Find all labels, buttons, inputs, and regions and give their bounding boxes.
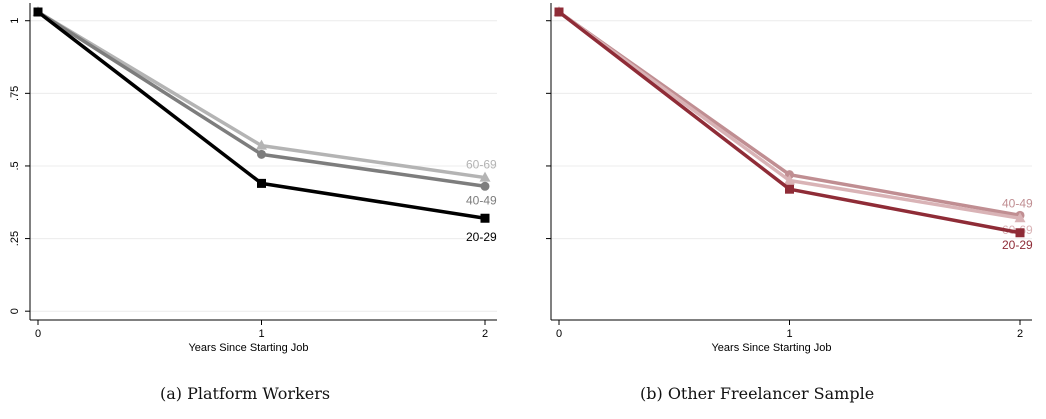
y-tick-label: .25 bbox=[9, 231, 21, 246]
y-tick-label: .75 bbox=[9, 86, 21, 101]
x-tick-label: 0 bbox=[35, 328, 41, 340]
x-tick-label: 2 bbox=[1017, 328, 1023, 340]
x-tick-label: 0 bbox=[556, 328, 562, 340]
data-point bbox=[257, 150, 266, 159]
x-tick-label: 1 bbox=[258, 328, 264, 340]
data-point bbox=[257, 179, 266, 188]
series-label: 40-49 bbox=[1002, 196, 1033, 210]
panel-caption: (b) Other Freelancer Sample bbox=[640, 384, 874, 403]
data-point bbox=[34, 8, 43, 17]
series-line-40-49 bbox=[38, 12, 485, 186]
data-point bbox=[785, 185, 794, 194]
panel-caption: (a) Platform Workers bbox=[160, 384, 330, 403]
data-point bbox=[1016, 228, 1025, 237]
panel-a: 0 .25 .5 .75 1 0 1 2 Years Since Starting Job 60-… bbox=[9, 3, 497, 403]
x-tick-label: 1 bbox=[786, 328, 792, 340]
series-line-20-29 bbox=[559, 12, 1020, 233]
series-label: 40-49 bbox=[466, 193, 497, 207]
data-point bbox=[481, 214, 490, 223]
y-tick-label: .5 bbox=[9, 161, 21, 170]
x-axis-title: Years Since Starting Job bbox=[711, 342, 831, 354]
data-point bbox=[481, 182, 490, 191]
series-label: 20-29 bbox=[1002, 238, 1033, 252]
series-label: 20-29 bbox=[466, 230, 497, 244]
x-tick-label: 2 bbox=[482, 328, 488, 340]
x-axis-title: Years Since Starting Job bbox=[188, 342, 308, 354]
y-tick-label: 1 bbox=[9, 18, 21, 24]
data-point bbox=[555, 8, 564, 17]
y-tick-label: 0 bbox=[9, 308, 21, 314]
series-label: 60-69 bbox=[466, 158, 497, 172]
